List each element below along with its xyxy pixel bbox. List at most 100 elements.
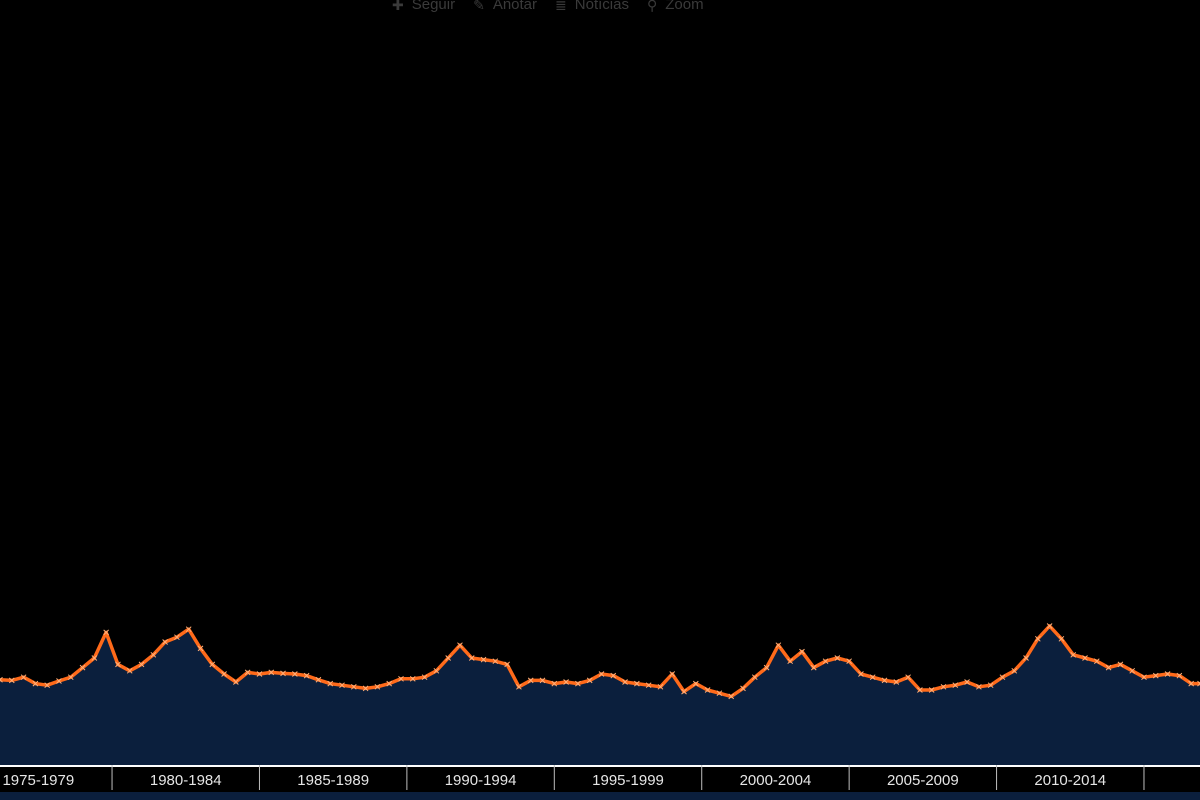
- x-tick-label: 2005-2009: [887, 772, 959, 789]
- data-points-layer: [0, 623, 1200, 700]
- data-point: [8, 677, 15, 684]
- data-point: [846, 658, 852, 665]
- data-point: [433, 667, 440, 674]
- data-point: [79, 664, 86, 671]
- data-point: [268, 669, 275, 676]
- data-point: [586, 677, 593, 684]
- data-point: [728, 693, 735, 700]
- data-point: [315, 676, 322, 683]
- data-point: [669, 671, 676, 677]
- annotate-button[interactable]: ✎ Anotar: [473, 0, 537, 12]
- data-point: [928, 687, 935, 693]
- data-point: [480, 656, 487, 663]
- data-point: [740, 685, 746, 692]
- data-point: [174, 634, 180, 641]
- data-point: [56, 678, 62, 684]
- data-point: [197, 645, 204, 652]
- follow-button[interactable]: ✚ Seguir: [392, 0, 455, 12]
- data-point: [1046, 623, 1053, 629]
- data-point: [1082, 655, 1088, 661]
- chart-toolbar: ✚ Seguir ✎ Anotar ≣ Notícias ⚲ Zoom: [392, 0, 704, 16]
- x-tick-label: 2010-2014: [1034, 772, 1106, 789]
- data-point: [244, 669, 251, 676]
- data-point: [221, 671, 227, 677]
- x-tick-label: 2000-2004: [740, 772, 812, 789]
- data-point: [386, 680, 393, 687]
- data-point: [763, 664, 770, 671]
- data-point: [1141, 674, 1147, 681]
- data-point: [1176, 672, 1183, 679]
- data-point: [421, 674, 428, 681]
- data-point: [1011, 667, 1018, 674]
- x-tick-label: 1980-1984: [150, 772, 222, 789]
- data-point: [409, 675, 416, 682]
- data-point: [150, 651, 157, 658]
- data-point: [999, 674, 1006, 681]
- data-point: [905, 674, 911, 681]
- zoom-button[interactable]: ⚲ Zoom: [647, 0, 704, 12]
- data-point: [504, 661, 510, 668]
- data-point: [751, 674, 758, 681]
- plus-icon: ✚: [392, 0, 404, 13]
- data-point: [964, 679, 970, 685]
- data-point: [1070, 651, 1077, 658]
- data-point: [716, 690, 723, 697]
- data-point: [362, 685, 369, 692]
- data-point: [67, 674, 74, 681]
- data-point: [103, 629, 109, 636]
- data-point: [209, 661, 216, 668]
- data-point: [516, 683, 522, 690]
- follow-label: Seguir: [411, 0, 456, 13]
- data-point: [858, 671, 864, 677]
- data-point: [917, 687, 923, 693]
- pencil-icon: ✎: [473, 0, 485, 13]
- magnifier-icon: ⚲: [646, 0, 658, 13]
- data-point: [256, 671, 263, 677]
- data-point: [527, 677, 534, 684]
- data-point: [563, 679, 569, 685]
- data-point: [327, 680, 334, 687]
- data-point: [468, 655, 475, 661]
- annotate-label: Anotar: [492, 0, 538, 13]
- data-point: [551, 680, 558, 687]
- data-point: [976, 683, 982, 690]
- area-fill: [0, 626, 1200, 765]
- data-point: [869, 674, 876, 681]
- bottom-strip: [0, 792, 1200, 800]
- data-point: [280, 670, 286, 677]
- x-tick-label: 1995-1999: [592, 772, 664, 789]
- data-point: [987, 682, 994, 689]
- data-point: [1129, 667, 1136, 674]
- data-point: [32, 680, 39, 687]
- data-point: [622, 679, 628, 685]
- data-point: [303, 672, 310, 679]
- data-point: [692, 680, 699, 687]
- list-icon: ≣: [555, 0, 567, 13]
- data-point: [1152, 672, 1159, 679]
- x-tick-label: 1975-1979: [2, 772, 74, 789]
- zoom-label: Zoom: [665, 0, 704, 13]
- news-label: Notícias: [574, 0, 629, 13]
- data-point: [0, 676, 3, 683]
- data-point: [787, 658, 794, 665]
- data-point: [657, 683, 664, 690]
- data-point: [350, 683, 357, 690]
- x-axis: 1975-1979 1980-1984 1985-1989 1990-1994 1995…: [0, 765, 1200, 800]
- data-point: [1117, 661, 1124, 668]
- data-point: [834, 655, 841, 661]
- data-point: [44, 682, 51, 689]
- x-tick-label: 1990-1994: [445, 772, 517, 789]
- data-point: [1164, 671, 1171, 677]
- data-point: [138, 661, 145, 668]
- data-point: [634, 680, 640, 687]
- data-point: [575, 680, 581, 687]
- data-point: [539, 677, 546, 684]
- data-point: [233, 679, 239, 685]
- data-point: [115, 661, 121, 668]
- news-button[interactable]: ≣ Notícias: [555, 0, 629, 12]
- data-point: [457, 642, 463, 649]
- data-point: [339, 682, 345, 689]
- data-point: [940, 683, 947, 690]
- data-point: [598, 671, 605, 677]
